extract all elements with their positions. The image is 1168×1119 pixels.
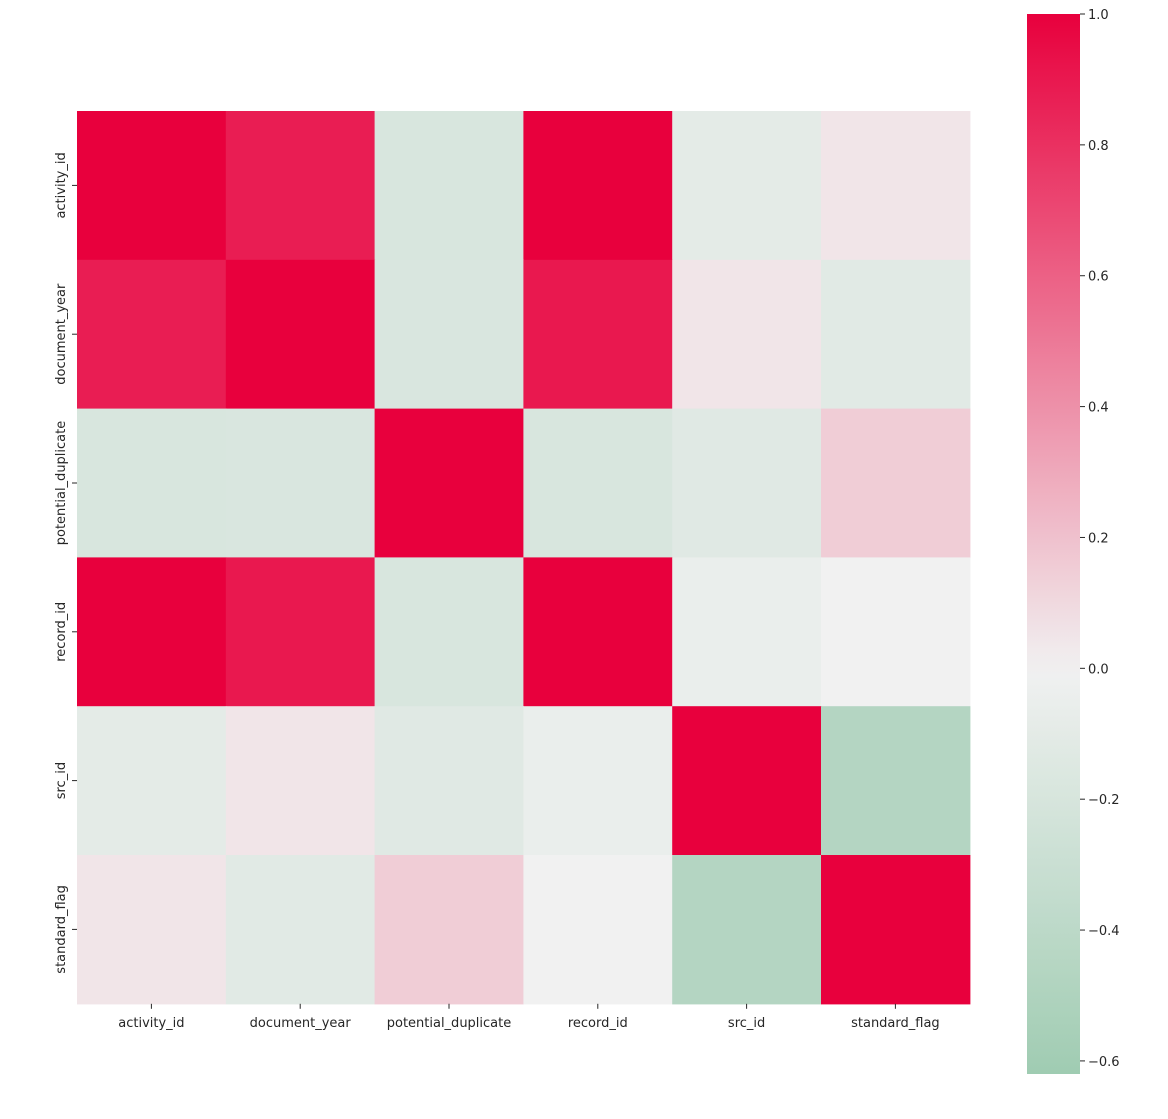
- colorbar: 1.0 0.8 0.6 0.4 0.2 0.0 −0.2 −0.4 −0.6: [1027, 8, 1120, 1074]
- heatmap-cell-standard_flag-standard_flag: [821, 855, 971, 1005]
- heatmap-cell-potential_duplicate-src_id: [672, 408, 822, 558]
- heatmap-cell-src_id-record_id: [523, 706, 673, 856]
- x-tick-label: standard_flag: [851, 1016, 940, 1031]
- x-tick-label: record_id: [568, 1016, 628, 1031]
- heatmap-cell-src_id-document_year: [225, 706, 376, 856]
- heatmap-cell-document_year-src_id: [672, 259, 822, 410]
- heatmap-cell-src_id-src_id: [672, 706, 822, 856]
- heatmap-cell-record_id-record_id: [523, 557, 673, 707]
- y-axis: activity_id document_year potential_duplic…: [54, 152, 77, 974]
- heatmap-cell-potential_duplicate-potential_duplicate: [374, 408, 524, 558]
- heatmap-cell-standard_flag-potential_duplicate: [374, 855, 524, 1005]
- heatmap-cell-standard_flag-activity_id: [77, 855, 227, 1005]
- colorbar-gradient: [1027, 14, 1080, 1074]
- y-tick-label: src_id: [54, 762, 69, 799]
- heatmap-cell-activity_id-document_year: [225, 111, 376, 261]
- heatmap-cell-activity_id-potential_duplicate: [374, 111, 524, 261]
- heatmap-cell-activity_id-activity_id: [77, 111, 227, 261]
- colorbar-tick-label: −0.4: [1088, 924, 1120, 939]
- heatmap-cell-record_id-potential_duplicate: [374, 557, 524, 707]
- heatmap-cell-record_id-document_year: [225, 557, 376, 707]
- x-tick-label: activity_id: [118, 1016, 184, 1031]
- heatmap-cell-document_year-record_id: [523, 259, 673, 410]
- y-tick-label: activity_id: [54, 152, 69, 218]
- x-tick-label: src_id: [728, 1016, 765, 1031]
- heatmap-cell-record_id-standard_flag: [821, 557, 971, 707]
- y-tick-label: document_year: [54, 283, 69, 385]
- heatmap-cell-standard_flag-src_id: [672, 855, 822, 1005]
- heatmap-cell-standard_flag-document_year: [225, 855, 376, 1005]
- heatmap-cells: [77, 111, 971, 1005]
- y-tick-label: standard_flag: [54, 885, 69, 974]
- heatmap-cell-potential_duplicate-activity_id: [77, 408, 227, 558]
- colorbar-tick-label: 0.6: [1088, 270, 1109, 285]
- heatmap-cell-document_year-potential_duplicate: [374, 259, 524, 410]
- heatmap-cell-activity_id-standard_flag: [821, 111, 971, 261]
- heatmap-cell-potential_duplicate-document_year: [225, 408, 376, 558]
- heatmap-cell-activity_id-src_id: [672, 111, 822, 261]
- heatmap-cell-record_id-src_id: [672, 557, 822, 707]
- heatmap-cell-potential_duplicate-record_id: [523, 408, 673, 558]
- heatmap-cell-document_year-standard_flag: [821, 259, 971, 410]
- heatmap-cell-standard_flag-record_id: [523, 855, 673, 1005]
- colorbar-tick-label: 0.8: [1088, 139, 1109, 154]
- heatmap-cell-src_id-activity_id: [77, 706, 227, 856]
- heatmap-cell-record_id-activity_id: [77, 557, 227, 707]
- x-tick-label: potential_duplicate: [387, 1016, 512, 1031]
- heatmap-cell-document_year-activity_id: [77, 259, 227, 410]
- heatmap-cell-src_id-potential_duplicate: [374, 706, 524, 856]
- colorbar-tick-label: 0.0: [1088, 662, 1109, 677]
- colorbar-tick-label: 0.2: [1088, 531, 1109, 546]
- heatmap-cell-document_year-document_year: [225, 259, 376, 410]
- colorbar-tick-label: 1.0: [1088, 8, 1109, 23]
- heatmap-cell-activity_id-record_id: [523, 111, 673, 261]
- heatmap-cell-src_id-standard_flag: [821, 706, 971, 856]
- y-tick-label: record_id: [54, 602, 69, 662]
- colorbar-tick-label: 0.4: [1088, 401, 1109, 416]
- colorbar-tick-label: −0.2: [1088, 793, 1120, 808]
- heatmap-cell-potential_duplicate-standard_flag: [821, 408, 971, 558]
- y-tick-label: potential_duplicate: [54, 421, 69, 546]
- colorbar-tick-label: −0.6: [1088, 1055, 1120, 1070]
- x-axis: activity_id document_year potential_duplic…: [118, 1003, 940, 1031]
- x-tick-label: document_year: [250, 1016, 352, 1031]
